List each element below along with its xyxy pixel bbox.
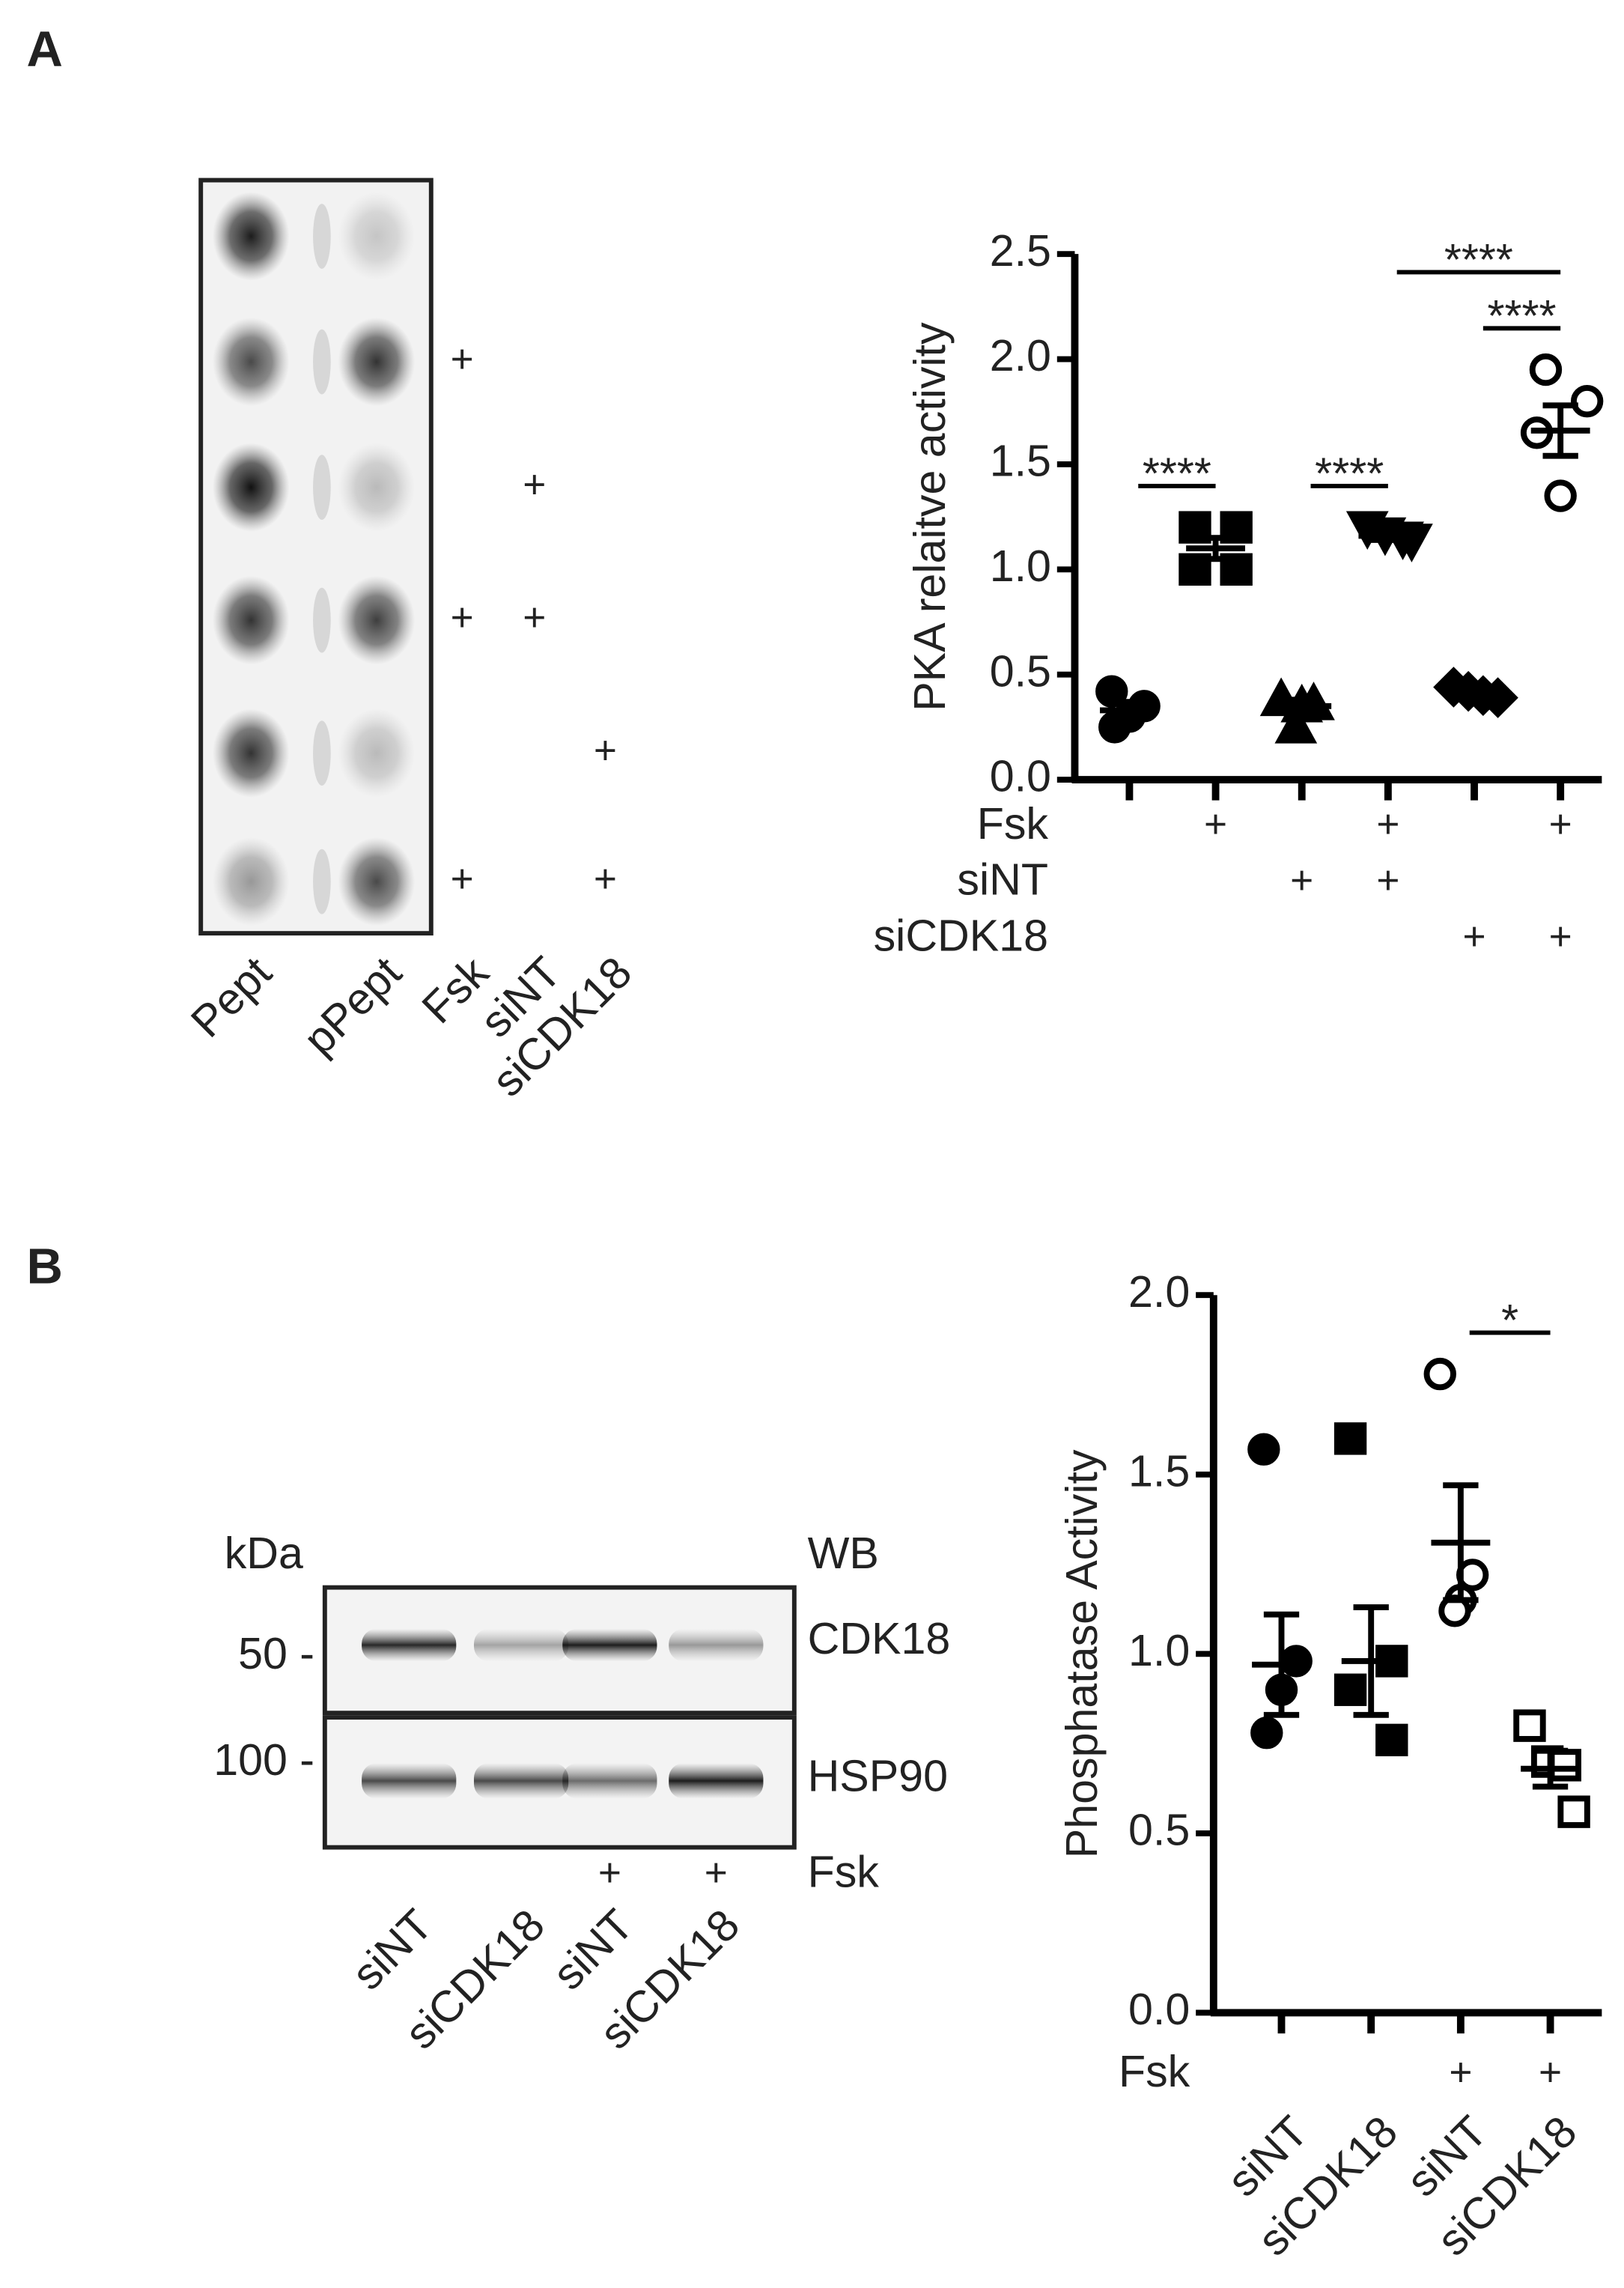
blot-spot: [212, 317, 290, 407]
blot-streak: [313, 849, 331, 914]
dot-blot: [212, 192, 416, 926]
condition-label: Fsk: [808, 1847, 880, 1897]
data-point: [1423, 1357, 1456, 1391]
western-blot: [362, 1628, 764, 1799]
condition-mark: +: [1376, 858, 1399, 902]
target-label: HSP90: [808, 1751, 948, 1801]
y-axis-label: PKA relaitve activity: [904, 322, 955, 711]
blot-spot: [338, 443, 416, 532]
data-point: [1548, 1749, 1581, 1782]
y-tick-label: 1.0: [1128, 1625, 1190, 1675]
marker-label: 50 -: [238, 1628, 314, 1678]
y-tick-label: 0.0: [1128, 1984, 1190, 2034]
blot-spot: [212, 837, 290, 926]
condition-mark: +: [451, 595, 474, 640]
band: [669, 1628, 764, 1662]
column-label: pPept: [294, 947, 411, 1064]
significance-label: ****: [1444, 234, 1513, 285]
blot-streak: [313, 329, 331, 395]
marker-label: 100 -: [213, 1735, 314, 1785]
y-tick-label: 0.5: [990, 646, 1051, 696]
condition-label: siNT: [957, 855, 1048, 905]
y-tick-label: 2.0: [990, 330, 1051, 380]
blot-spot: [338, 575, 416, 665]
condition-mark: +: [1376, 802, 1399, 846]
data-point: [1375, 1723, 1408, 1757]
lane-label: siNT: [342, 1899, 442, 1999]
target-label: CDK18: [808, 1613, 951, 1663]
condition-mark: +: [594, 857, 617, 901]
data-point: [1333, 1673, 1367, 1706]
band: [473, 1628, 569, 1662]
band: [669, 1763, 764, 1799]
condition-mark: +: [1462, 914, 1485, 959]
significance-label: ****: [1487, 291, 1556, 341]
condition-label: siCDK18: [874, 911, 1048, 961]
y-tick-label: 2.0: [1128, 1266, 1190, 1317]
condition-label: Fsk: [977, 798, 1049, 849]
condition-mark: +: [451, 857, 474, 901]
data-point: [1179, 511, 1211, 544]
data-point: [1220, 511, 1253, 544]
y-tick-label: 1.0: [990, 541, 1051, 591]
significance-label: *: [1501, 1295, 1518, 1345]
blot-spot: [338, 837, 416, 926]
blot-spot: [338, 192, 416, 281]
band: [562, 1763, 657, 1799]
band: [473, 1763, 569, 1799]
condition-mark: +: [523, 463, 546, 507]
condition-mark: +: [594, 729, 617, 773]
unit-label: kDa: [225, 1528, 303, 1578]
data-point: [1513, 1709, 1546, 1742]
data-point: [1247, 1433, 1280, 1466]
data-point: [1557, 1795, 1590, 1828]
blot-spot: [338, 708, 416, 798]
y-axis-label: Phosphatase Activity: [1056, 1449, 1107, 1858]
condition-mark: +: [1449, 2050, 1472, 2094]
blot-spot: [212, 575, 290, 665]
condition-mark: +: [1539, 2050, 1562, 2094]
panel-label: B: [27, 1238, 63, 1294]
dot-blot-frame: [198, 177, 434, 936]
data-point: [1570, 384, 1604, 418]
blot-spot: [212, 192, 290, 281]
data-point: [1544, 479, 1577, 512]
blot-spot: [338, 317, 416, 407]
data-point: [1274, 705, 1318, 744]
data-point: [1333, 1422, 1367, 1455]
method-label: WB: [808, 1528, 879, 1578]
blot-spot: [212, 443, 290, 532]
condition-mark: +: [1204, 802, 1227, 846]
blot-streak: [313, 455, 331, 521]
data-point: [1280, 1645, 1313, 1678]
y-tick-label: 2.5: [990, 225, 1051, 276]
blot-streak: [313, 720, 331, 786]
blot-streak: [313, 204, 331, 269]
condition-mark: +: [598, 1851, 621, 1895]
condition-mark: +: [1549, 914, 1572, 959]
significance-label: ****: [1143, 449, 1211, 499]
condition-mark: +: [523, 595, 546, 640]
panel-label: A: [27, 22, 63, 78]
condition-mark: +: [1290, 858, 1313, 902]
data-point: [1529, 353, 1563, 386]
band: [362, 1763, 457, 1799]
y-tick-label: 1.5: [1128, 1445, 1190, 1496]
y-tick-label: 1.5: [990, 436, 1051, 486]
band: [562, 1628, 657, 1662]
condition-mark: +: [451, 337, 474, 381]
condition-mark: +: [1549, 802, 1572, 846]
y-tick-label: 0.0: [990, 751, 1051, 801]
column-label: Pept: [181, 947, 281, 1046]
y-tick-label: 0.5: [1128, 1805, 1190, 1855]
condition-label: Fsk: [1119, 2046, 1190, 2096]
condition-mark: +: [705, 1851, 728, 1895]
blot-spot: [212, 708, 290, 798]
significance-label: ****: [1315, 449, 1384, 499]
data-point: [1250, 1717, 1283, 1750]
blot-streak: [313, 587, 331, 653]
band: [362, 1628, 457, 1662]
